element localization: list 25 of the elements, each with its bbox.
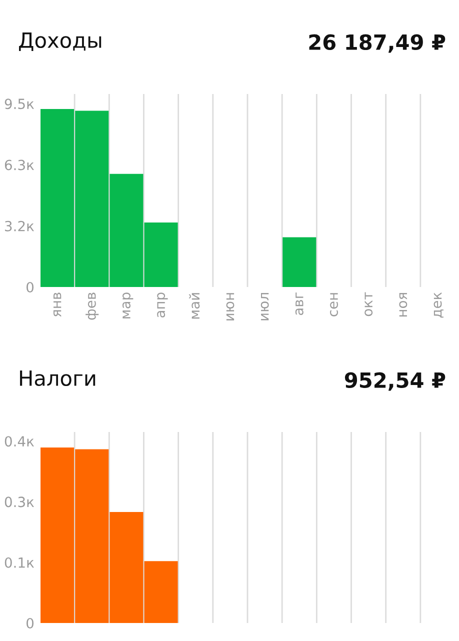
x-tick-label: июн [226, 293, 234, 320]
y-tick-label: 0.1к [4, 557, 34, 568]
x-tick-label: авг [295, 292, 304, 316]
y-tick-label: 0 [26, 282, 34, 292]
x-tick-label: фев [86, 292, 99, 320]
chart-subtitle: 952,54 ₽ [344, 372, 446, 391]
x-tick-label: июл [260, 293, 269, 320]
x-tick-label: ноя [399, 293, 408, 317]
y-tick-label: 6.3к [4, 160, 34, 170]
x-tick-label: окт [364, 292, 373, 316]
bar [282, 237, 316, 287]
x-tick-label: сен [330, 293, 338, 316]
y-tick-label: 0.4к [4, 436, 34, 447]
chart-subtitle: 26 187,49 ₽ [309, 34, 446, 53]
x-tick-label: янв [54, 292, 62, 317]
x-tick-label: мар [122, 292, 134, 318]
y-tick-label: 9.5к [4, 98, 34, 110]
x-tick-label: апр [157, 292, 168, 318]
chart-title: Доходы [19, 32, 102, 52]
x-tick-label: дек [434, 292, 444, 318]
x-tick-label: май [188, 293, 200, 319]
y-tick-label: 0.3к [4, 496, 34, 508]
chart-title: Налоги [20, 370, 96, 386]
y-tick-label: 3.2к [5, 220, 34, 232]
y-tick-label: 0 [26, 618, 34, 628]
